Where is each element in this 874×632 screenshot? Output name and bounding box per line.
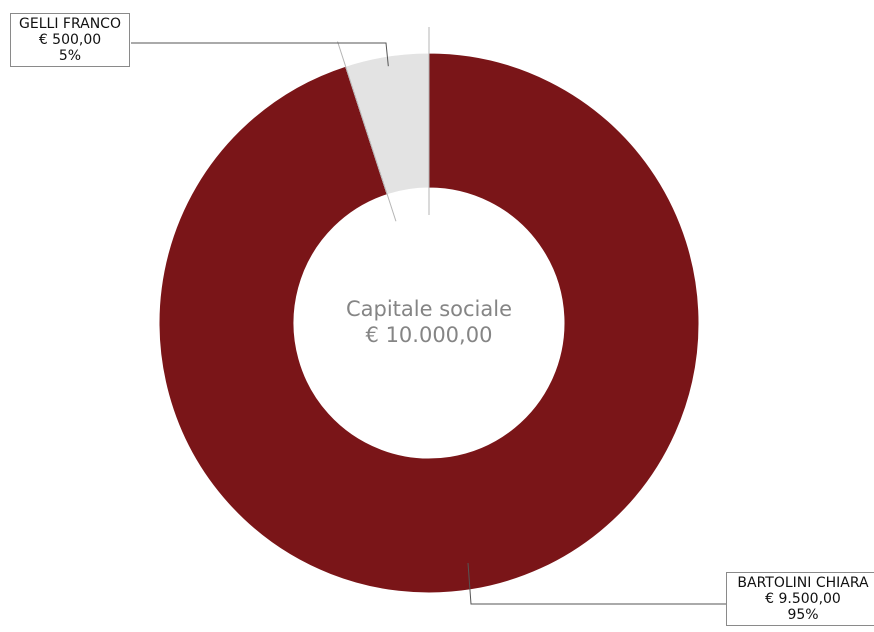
slice-label-name: GELLI FRANCO — [19, 16, 121, 32]
slice-label-percent: 5% — [58, 48, 82, 64]
slice-label-percent: 95% — [787, 607, 819, 623]
slice-label-gelli-franco: GELLI FRANCO € 500,00 5% — [10, 13, 130, 67]
donut-slice-bartolini-chiara — [158, 52, 700, 594]
leader-line-gelli-franco — [131, 42, 389, 67]
slice-label-value: € 9.500,00 — [765, 591, 841, 607]
slice-label-name: BARTOLINI CHIARA — [737, 575, 869, 591]
slice-boundary-line — [337, 41, 397, 222]
center-title: Capitale sociale — [345, 297, 513, 321]
center-label: Capitale sociale € 10.000,00 — [279, 296, 579, 348]
center-total: € 10.000,00 — [365, 323, 493, 347]
slice-label-bartolini-chiara: BARTOLINI CHIARA € 9.500,00 95% — [726, 572, 874, 626]
slice-label-value: € 500,00 — [38, 32, 102, 48]
leader-line-bartolini-chiara — [467, 562, 726, 605]
